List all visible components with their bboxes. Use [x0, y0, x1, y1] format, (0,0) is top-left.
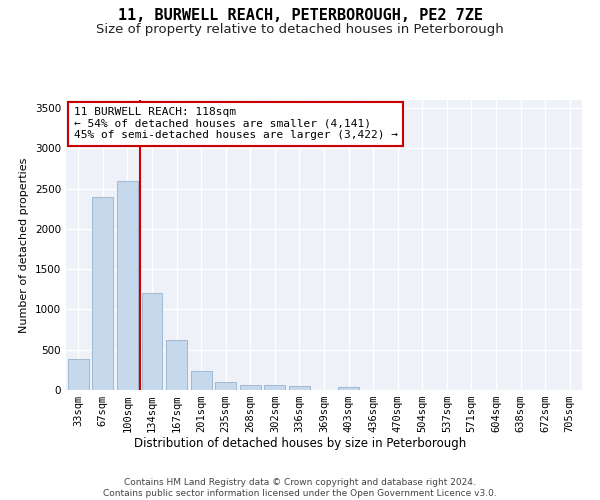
- Bar: [92, 196, 113, 390]
- Bar: [215, 382, 236, 390]
- Text: Size of property relative to detached houses in Peterborough: Size of property relative to detached ho…: [96, 22, 504, 36]
- Bar: [142, 294, 163, 390]
- Bar: [289, 386, 310, 390]
- Text: 11 BURWELL REACH: 118sqm
← 54% of detached houses are smaller (4,141)
45% of sem: 11 BURWELL REACH: 118sqm ← 54% of detach…: [74, 108, 398, 140]
- Text: Distribution of detached houses by size in Peterborough: Distribution of detached houses by size …: [134, 438, 466, 450]
- Bar: [117, 180, 138, 390]
- Text: Contains HM Land Registry data © Crown copyright and database right 2024.
Contai: Contains HM Land Registry data © Crown c…: [103, 478, 497, 498]
- Bar: [191, 370, 212, 390]
- Bar: [166, 340, 187, 390]
- Y-axis label: Number of detached properties: Number of detached properties: [19, 158, 29, 332]
- Bar: [68, 360, 89, 390]
- Text: 11, BURWELL REACH, PETERBOROUGH, PE2 7ZE: 11, BURWELL REACH, PETERBOROUGH, PE2 7ZE: [118, 8, 482, 22]
- Bar: [240, 385, 261, 390]
- Bar: [338, 387, 359, 390]
- Bar: [265, 385, 286, 390]
